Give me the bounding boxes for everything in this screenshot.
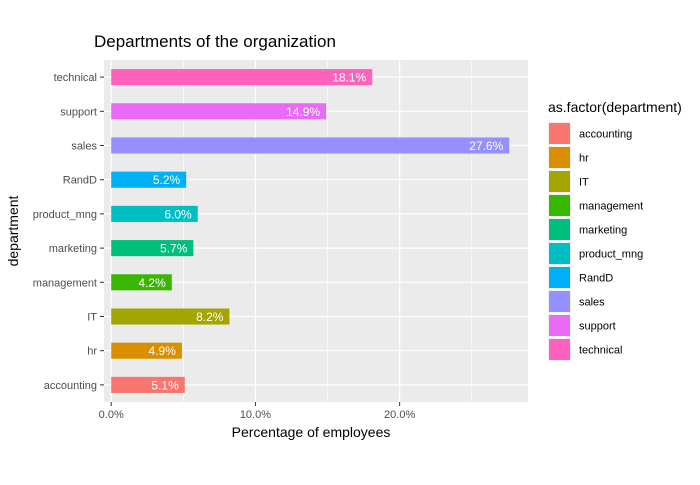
legend-label-product_mng: product_mng	[579, 249, 643, 261]
y-tick-label-hr: hr	[87, 346, 97, 358]
legend-label-technical: technical	[579, 345, 622, 357]
legend-swatch-sales	[549, 291, 570, 312]
y-tick-label-marketing: marketing	[49, 243, 97, 255]
legend-label-management: management	[579, 201, 643, 213]
x-tick-label: 10.0%	[240, 409, 271, 421]
legend-label-hr: hr	[579, 153, 589, 165]
bar-label-marketing: 5.7%	[160, 242, 188, 256]
bar-label-technical: 18.1%	[332, 71, 366, 85]
bar-label-management: 4.2%	[138, 276, 166, 290]
bar-label-accounting: 5.1%	[151, 378, 179, 392]
legend: accounting hr IT management marketing product…	[548, 122, 643, 361]
legend-swatch-marketing	[549, 219, 570, 240]
bar-IT	[111, 308, 230, 325]
y-tick-label-accounting: accounting	[44, 380, 97, 392]
y-tick-label-technical: technical	[54, 72, 97, 84]
bar-RandD	[111, 171, 187, 188]
bar-sales	[111, 137, 510, 154]
legend-swatch-accounting	[549, 123, 570, 144]
y-axis-title: department	[5, 195, 21, 266]
legend-label-IT: IT	[579, 177, 589, 189]
bar-support	[111, 103, 327, 120]
bar-technical	[111, 69, 373, 86]
x-axis-title: Percentage of employees	[232, 424, 391, 440]
legend-title: as.factor(department)	[548, 99, 682, 115]
y-tick-label-support: support	[60, 106, 97, 118]
y-tick-label-IT: IT	[87, 312, 97, 324]
x-tick-label: 0.0%	[99, 409, 124, 421]
legend-swatch-management	[549, 195, 570, 216]
chart-title: Departments of the organization	[94, 32, 336, 51]
y-tick-label-product_mng: product_mng	[33, 209, 97, 221]
bar-hr	[111, 342, 182, 359]
y-tick-label-RandD: RandD	[63, 175, 97, 187]
bars	[111, 69, 510, 393]
legend-label-RandD: RandD	[579, 273, 613, 285]
y-tick-label-management: management	[33, 277, 97, 289]
bar-label-product_mng: 6.0%	[164, 207, 192, 221]
y-axis: accounting hr IT management marketing product…	[33, 72, 104, 392]
bar-label-IT: 8.2%	[196, 310, 224, 324]
legend-swatch-product_mng	[549, 243, 570, 264]
legend-label-sales: sales	[579, 297, 605, 309]
legend-label-accounting: accounting	[579, 129, 632, 141]
bar-label-RandD: 5.2%	[153, 173, 181, 187]
legend-label-marketing: marketing	[579, 225, 627, 237]
bar-labels: 5.1% 4.9% 8.2% 4.2% 5.7% 6.0% 5.2% 27.6% 14.9% 18…	[138, 71, 503, 393]
legend-swatch-RandD	[549, 267, 570, 288]
legend-swatch-support	[549, 315, 570, 336]
bar-management	[111, 274, 172, 291]
y-tick-label-sales: sales	[71, 141, 97, 153]
x-tick-label: 20.0%	[384, 409, 415, 421]
bar-accounting	[111, 376, 185, 393]
bar-label-sales: 27.6%	[469, 139, 503, 153]
legend-label-support: support	[579, 321, 616, 333]
bar-label-support: 14.9%	[286, 105, 320, 119]
bar-label-hr: 4.9%	[149, 344, 177, 358]
legend-swatch-IT	[549, 171, 570, 192]
bar-marketing	[111, 240, 194, 257]
legend-swatch-technical	[549, 339, 570, 360]
bar-product_mng	[111, 205, 198, 222]
x-axis: 0.0% 10.0% 20.0%	[99, 402, 415, 421]
legend-swatch-hr	[549, 147, 570, 168]
